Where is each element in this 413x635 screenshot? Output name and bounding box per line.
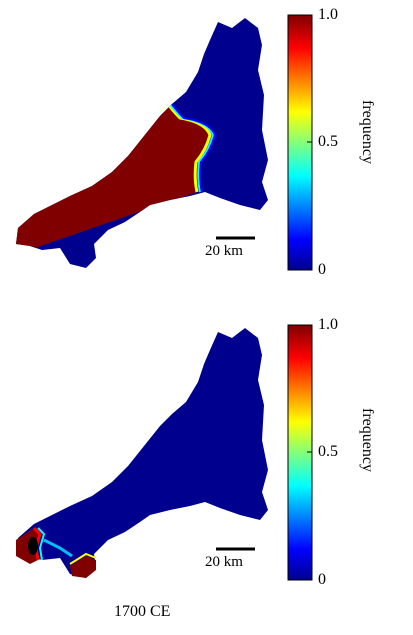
low-frequency-region [16,328,268,578]
scale-bar-label-top: 20 km [205,243,243,259]
frequency-front [163,99,212,193]
colorbar-tick-bottom-mid: 0.5 [318,443,338,460]
high-frequency-patch-south [70,556,96,578]
high-frequency-region [16,100,210,260]
colorbar-label-top: frequency [359,100,376,164]
colorbar-tick-top-mid: 0.5 [318,133,338,150]
colorbar-tick-bottom-min: 0 [318,571,326,588]
map-bottom [16,328,268,578]
scale-bar-label-bottom: 20 km [205,554,243,570]
colorbar-tick-bottom-max: 1.0 [318,316,338,333]
colorbar-label-bottom: frequency [359,408,376,472]
island-marker [28,537,38,555]
map-top [16,18,268,268]
time-caption: 1700 CE [114,603,171,620]
colorbar-tick-top-max: 1.0 [318,6,338,23]
colorbar-tick-top-min: 0 [318,261,326,278]
